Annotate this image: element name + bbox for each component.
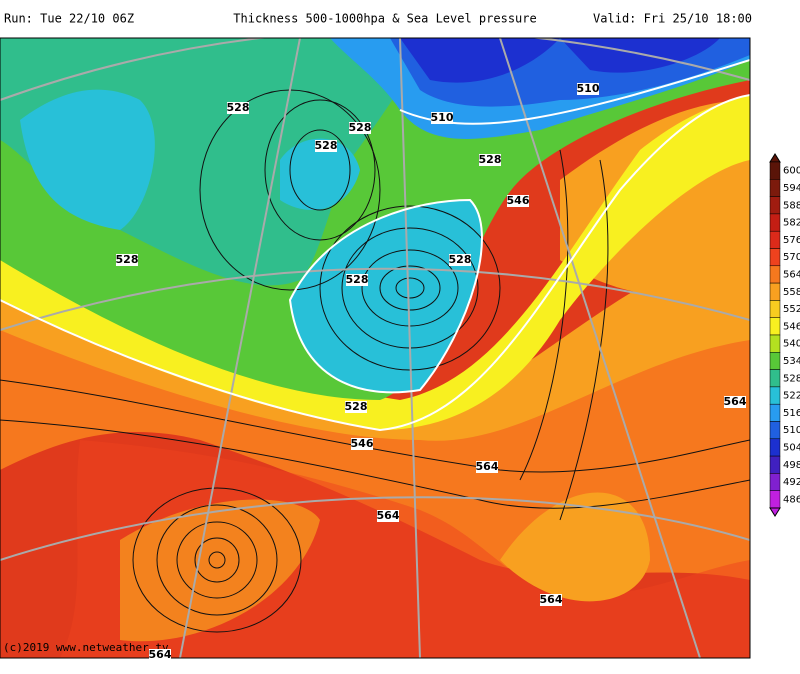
- contour-label-box: [346, 274, 368, 286]
- scale-label: 570: [783, 252, 800, 263]
- contour-label-box: [540, 594, 562, 606]
- scale-swatch: [769, 213, 781, 232]
- scale-swatch: [769, 265, 781, 284]
- contour-label-box: [315, 140, 337, 152]
- scale-label: 504: [783, 442, 800, 453]
- contour-label: 528: [449, 253, 472, 266]
- scale-label: 534: [783, 356, 800, 367]
- scale-swatch: [769, 282, 781, 301]
- scale-label: 510: [783, 425, 800, 436]
- scale-label: 486: [783, 494, 800, 505]
- scale-label: 492: [783, 477, 800, 488]
- contour-label: 546: [351, 437, 374, 450]
- contour-label: 510: [577, 82, 600, 95]
- scale-swatch: [769, 473, 781, 491]
- scale-swatch: [769, 334, 781, 353]
- contour-label: 528: [116, 253, 139, 266]
- scale-label: 540: [783, 339, 800, 350]
- contour-label-box: [431, 112, 453, 124]
- contour-label: 510: [431, 111, 454, 124]
- scale-swatch: [769, 161, 781, 180]
- scale-swatch: [769, 352, 781, 370]
- scale-label: 582: [783, 218, 800, 229]
- scale-swatch: [769, 179, 781, 197]
- scale-swatch: [769, 300, 781, 318]
- contour-label-box: [724, 396, 746, 408]
- contour-label: 546: [507, 194, 530, 207]
- contour-label: 528: [227, 101, 250, 114]
- scale-top-arrow: [769, 153, 781, 163]
- scale-label: 594: [783, 183, 800, 194]
- scale-label: 522: [783, 391, 800, 402]
- contour-label: 528: [345, 400, 368, 413]
- contour-label-box: [449, 254, 471, 266]
- scale-label: 576: [783, 235, 800, 246]
- contour-label-box: [349, 122, 371, 134]
- map-frame: [0, 37, 751, 659]
- scale-bottom-arrow: [769, 507, 781, 517]
- contour-label-box: [149, 649, 171, 661]
- scale-label: 516: [783, 408, 800, 419]
- contour-label: 528: [315, 139, 338, 152]
- scale-label: 558: [783, 287, 800, 298]
- scale-swatch: [769, 421, 781, 440]
- contour-label-box: [476, 461, 498, 473]
- map-title: Thickness 500-1000hpa & Sea Level pressu…: [233, 12, 536, 26]
- map: [0, 38, 750, 658]
- contour-label-box: [507, 195, 529, 207]
- scale-label: 564: [783, 269, 800, 280]
- contour-label: 528: [349, 121, 372, 134]
- scale-label: 552: [783, 304, 800, 315]
- scale-label: 528: [783, 373, 800, 384]
- contour-label-box: [351, 438, 373, 450]
- run-label: Run: Tue 22/10 06Z: [4, 12, 134, 26]
- scale-label: 600: [783, 166, 800, 177]
- scale-swatch: [769, 248, 781, 267]
- copyright: (c)2019 www.netweather.tv: [3, 641, 169, 654]
- scale-swatch: [769, 386, 781, 405]
- scale-swatch: [769, 438, 781, 457]
- scale-label: 498: [783, 460, 800, 471]
- contour-label: 564: [377, 509, 400, 522]
- scale-swatch: [769, 230, 781, 249]
- scale-swatch: [769, 317, 781, 336]
- scale-label: 588: [783, 200, 800, 211]
- valid-label: Valid: Fri 25/10 18:00: [593, 12, 752, 26]
- contour-label: 564: [540, 593, 563, 606]
- contour-label-box: [479, 154, 501, 166]
- scale-swatch: [769, 369, 781, 388]
- contour-label-box: [345, 401, 367, 413]
- scale-swatch: [769, 455, 781, 474]
- scale-label: 546: [783, 321, 800, 332]
- contour-label-box: [377, 510, 399, 522]
- contour-label: 528: [479, 153, 502, 166]
- contour-label-box: [577, 83, 599, 95]
- scale-swatch: [769, 196, 781, 215]
- scale-swatch: [769, 403, 781, 422]
- contour-label-box: [227, 102, 249, 114]
- contour-label-box: [116, 254, 138, 266]
- contour-label: 564: [476, 460, 499, 473]
- color-scale: 600 594 588 582 576 570 564 558 552 546 540 534 528 5…: [769, 153, 800, 517]
- scale-swatch: [769, 490, 781, 509]
- contour-label: 564: [724, 395, 747, 408]
- contour-label: 528: [346, 273, 369, 286]
- contour-label: 564: [149, 648, 172, 661]
